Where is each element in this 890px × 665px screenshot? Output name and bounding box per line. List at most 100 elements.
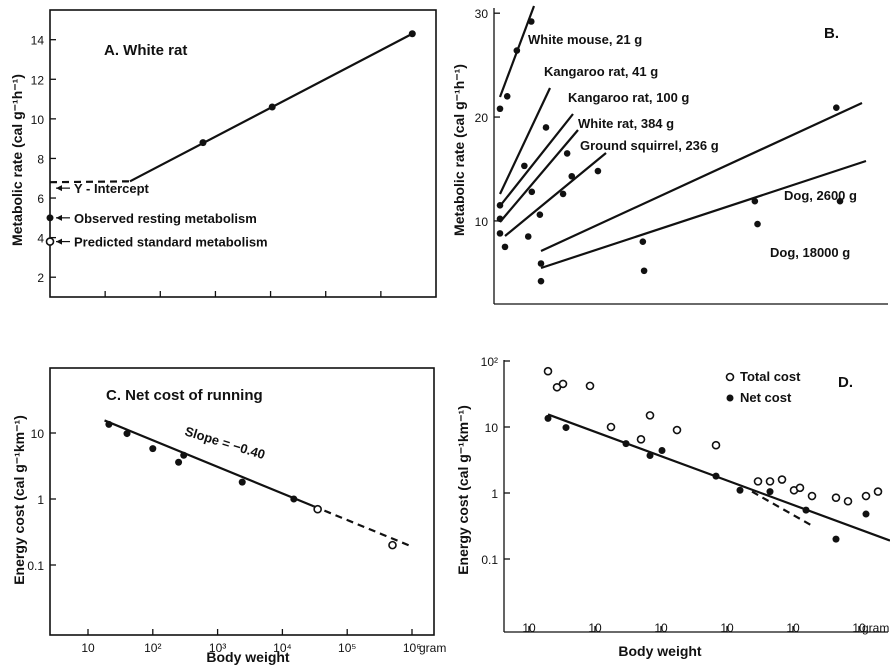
panel-a-arrowhead xyxy=(56,185,62,192)
panel-b-series-label: Dog, 2600 g xyxy=(784,188,857,203)
panel-b-data-point xyxy=(568,172,576,180)
panel-a-data-point xyxy=(268,103,276,111)
panel-b-series-label: Kangaroo rat, 100 g xyxy=(568,90,689,105)
panel-b-data-point xyxy=(496,105,504,113)
panel-b-series-line xyxy=(499,129,579,223)
panel-a-annotation-label: Predicted standard metabolism xyxy=(74,235,268,250)
panel-d-y-tick-label: 10² xyxy=(481,355,498,369)
panel-b-series-line xyxy=(499,113,574,207)
panel-c-open-point xyxy=(388,540,397,550)
panel-c-x-tick-label: 10⁶ xyxy=(403,641,421,655)
panel-b-series-label: Ground squirrel, 236 g xyxy=(580,138,719,153)
panel-b-data-point xyxy=(559,190,567,198)
panel-d: D. Energy cost (cal g⁻¹km⁻¹) Body weight… xyxy=(455,355,890,659)
panel-b-data-point xyxy=(524,233,532,240)
panel-b-series-group: Ground squirrel, 236 g xyxy=(501,138,719,251)
panel-b-data-point xyxy=(513,47,521,54)
panel-a-y-ticks: 2 4 6 8 10 12 14 xyxy=(31,34,56,285)
panel-b-series-label: Kangaroo rat, 41 g xyxy=(544,64,658,79)
panel-c-frame xyxy=(49,367,435,636)
panel-c-slope-label: Slope = −0.40 xyxy=(183,424,267,463)
panel-a-y-tick-label: 12 xyxy=(31,73,45,87)
panel-b-data-point xyxy=(528,188,536,196)
panel-d-legend: Total cost Net cost xyxy=(725,369,801,405)
panel-a-y-tick-label: 10 xyxy=(31,113,45,127)
panel-d-legend-label: Total cost xyxy=(740,369,801,384)
panel-d-net-cost-point xyxy=(862,510,870,518)
panel-d-legend-marker xyxy=(725,372,735,382)
panel-d-net-cost-point xyxy=(712,472,720,480)
panel-c-y-ticks: 0.1 1 10 xyxy=(27,427,56,573)
panel-d-total-cost-point xyxy=(873,487,883,496)
panel-b-series-group: White rat, 384 g xyxy=(496,116,674,237)
panel-d-x-ticks: 10 10 10 10 10 10 xyxy=(522,621,866,635)
panel-d-total-cost-point xyxy=(831,493,841,502)
panel-a-x-ticks xyxy=(104,291,382,297)
panel-a-y-tick-label: 4 xyxy=(37,232,44,246)
panel-d-x-tick-label: 10 xyxy=(522,621,536,635)
panel-a-y-tick-label: 8 xyxy=(37,152,44,166)
panel-c-net-cost-point xyxy=(175,458,183,466)
panel-a-arrowhead xyxy=(56,238,62,245)
panel-c: C. Net cost of running Energy cost (cal … xyxy=(11,367,446,665)
panel-c-y-tick-label: 0.1 xyxy=(27,559,44,573)
panel-d-x-tick-label: 10 xyxy=(654,621,668,635)
panel-b-y-tick-label: 20 xyxy=(475,111,489,125)
panel-c-y-tick-label: 1 xyxy=(37,493,44,507)
panel-c-net-cost-point xyxy=(238,478,246,486)
panel-c-net-cost-point xyxy=(105,420,113,428)
panel-d-total-cost-point xyxy=(606,422,616,432)
panel-b-data-point xyxy=(751,197,759,205)
panel-a-y-tick-label: 6 xyxy=(37,192,44,206)
panel-c-x-tick-label: 10³ xyxy=(209,641,226,655)
panel-d-legend-marker xyxy=(726,394,734,402)
panel-a-points xyxy=(45,30,416,246)
panel-b-y-tick-label: 30 xyxy=(475,7,489,21)
panel-c-points xyxy=(105,420,397,550)
panel-c-extrapolation-line xyxy=(312,505,413,548)
panel-c-ylabel: Energy cost (cal g⁻¹km⁻¹) xyxy=(11,415,27,585)
panel-a-annotations: Y - Intercept Observed resting metabolism… xyxy=(56,181,268,250)
panel-b-series-group: Kangaroo rat, 100 g xyxy=(496,90,689,223)
panel-d-y-ticks: 0.1 1 10 10² xyxy=(481,355,510,567)
panel-b-series-group: White mouse, 21 g xyxy=(496,5,642,113)
panel-c-net-cost-point xyxy=(123,430,131,438)
panel-d-title: D. xyxy=(838,374,853,391)
panel-d-total-cost-point xyxy=(753,477,763,486)
panel-b-series-line xyxy=(504,152,607,237)
panel-c-x-tick-label: 10⁵ xyxy=(338,641,356,655)
panel-a-annotation-label: Observed resting metabolism xyxy=(74,211,257,226)
panel-b-series-group: Dog, 18000 g xyxy=(537,159,867,285)
panel-c-x-tick-label: 10² xyxy=(144,641,161,655)
panel-c-x-tick-label: 10 xyxy=(81,641,95,655)
panel-b-data-point xyxy=(521,162,528,170)
panel-b: B. Metabolic rate (cal g⁻¹h⁻¹) 10 20 30 Wh… xyxy=(451,5,888,305)
panel-c-open-point xyxy=(313,504,322,514)
panel-a-observed-point xyxy=(46,214,54,222)
panel-b-series-label: White mouse, 21 g xyxy=(528,32,642,47)
panel-a-annotation-label: Y - Intercept xyxy=(74,181,150,196)
panel-a-y-tick-label: 14 xyxy=(31,34,45,48)
panel-b-series-line xyxy=(499,87,551,195)
panel-d-y-tick-label: 1 xyxy=(491,487,498,501)
panel-d-y-tick-label: 10 xyxy=(485,421,499,435)
panel-d-total-cost-point xyxy=(843,496,853,506)
panel-d-net-cost-point xyxy=(802,506,810,514)
panel-b-data-point xyxy=(496,230,504,237)
panel-d-total-cost-point xyxy=(861,491,871,501)
panel-d-total-cost-point xyxy=(711,440,721,450)
panel-a-frame xyxy=(49,9,437,298)
panel-d-x-unit: gram xyxy=(862,621,889,635)
panel-d-net-cost-point xyxy=(622,440,630,448)
panel-d-total-cost-point xyxy=(765,477,775,486)
panel-d-legend-label: Net cost xyxy=(740,390,792,405)
panel-a-predicted-point xyxy=(45,237,55,246)
panel-c-net-cost-point xyxy=(290,495,298,503)
panel-d-total-cost-point xyxy=(672,425,682,435)
panel-b-series-line xyxy=(540,159,867,270)
panel-c-xlabel: Body weight xyxy=(206,649,290,665)
panel-b-ylabel: Metabolic rate (cal g⁻¹h⁻¹) xyxy=(451,64,467,236)
panel-d-net-cost-point xyxy=(562,424,570,432)
panel-a-y-tick-label: 2 xyxy=(37,271,44,285)
